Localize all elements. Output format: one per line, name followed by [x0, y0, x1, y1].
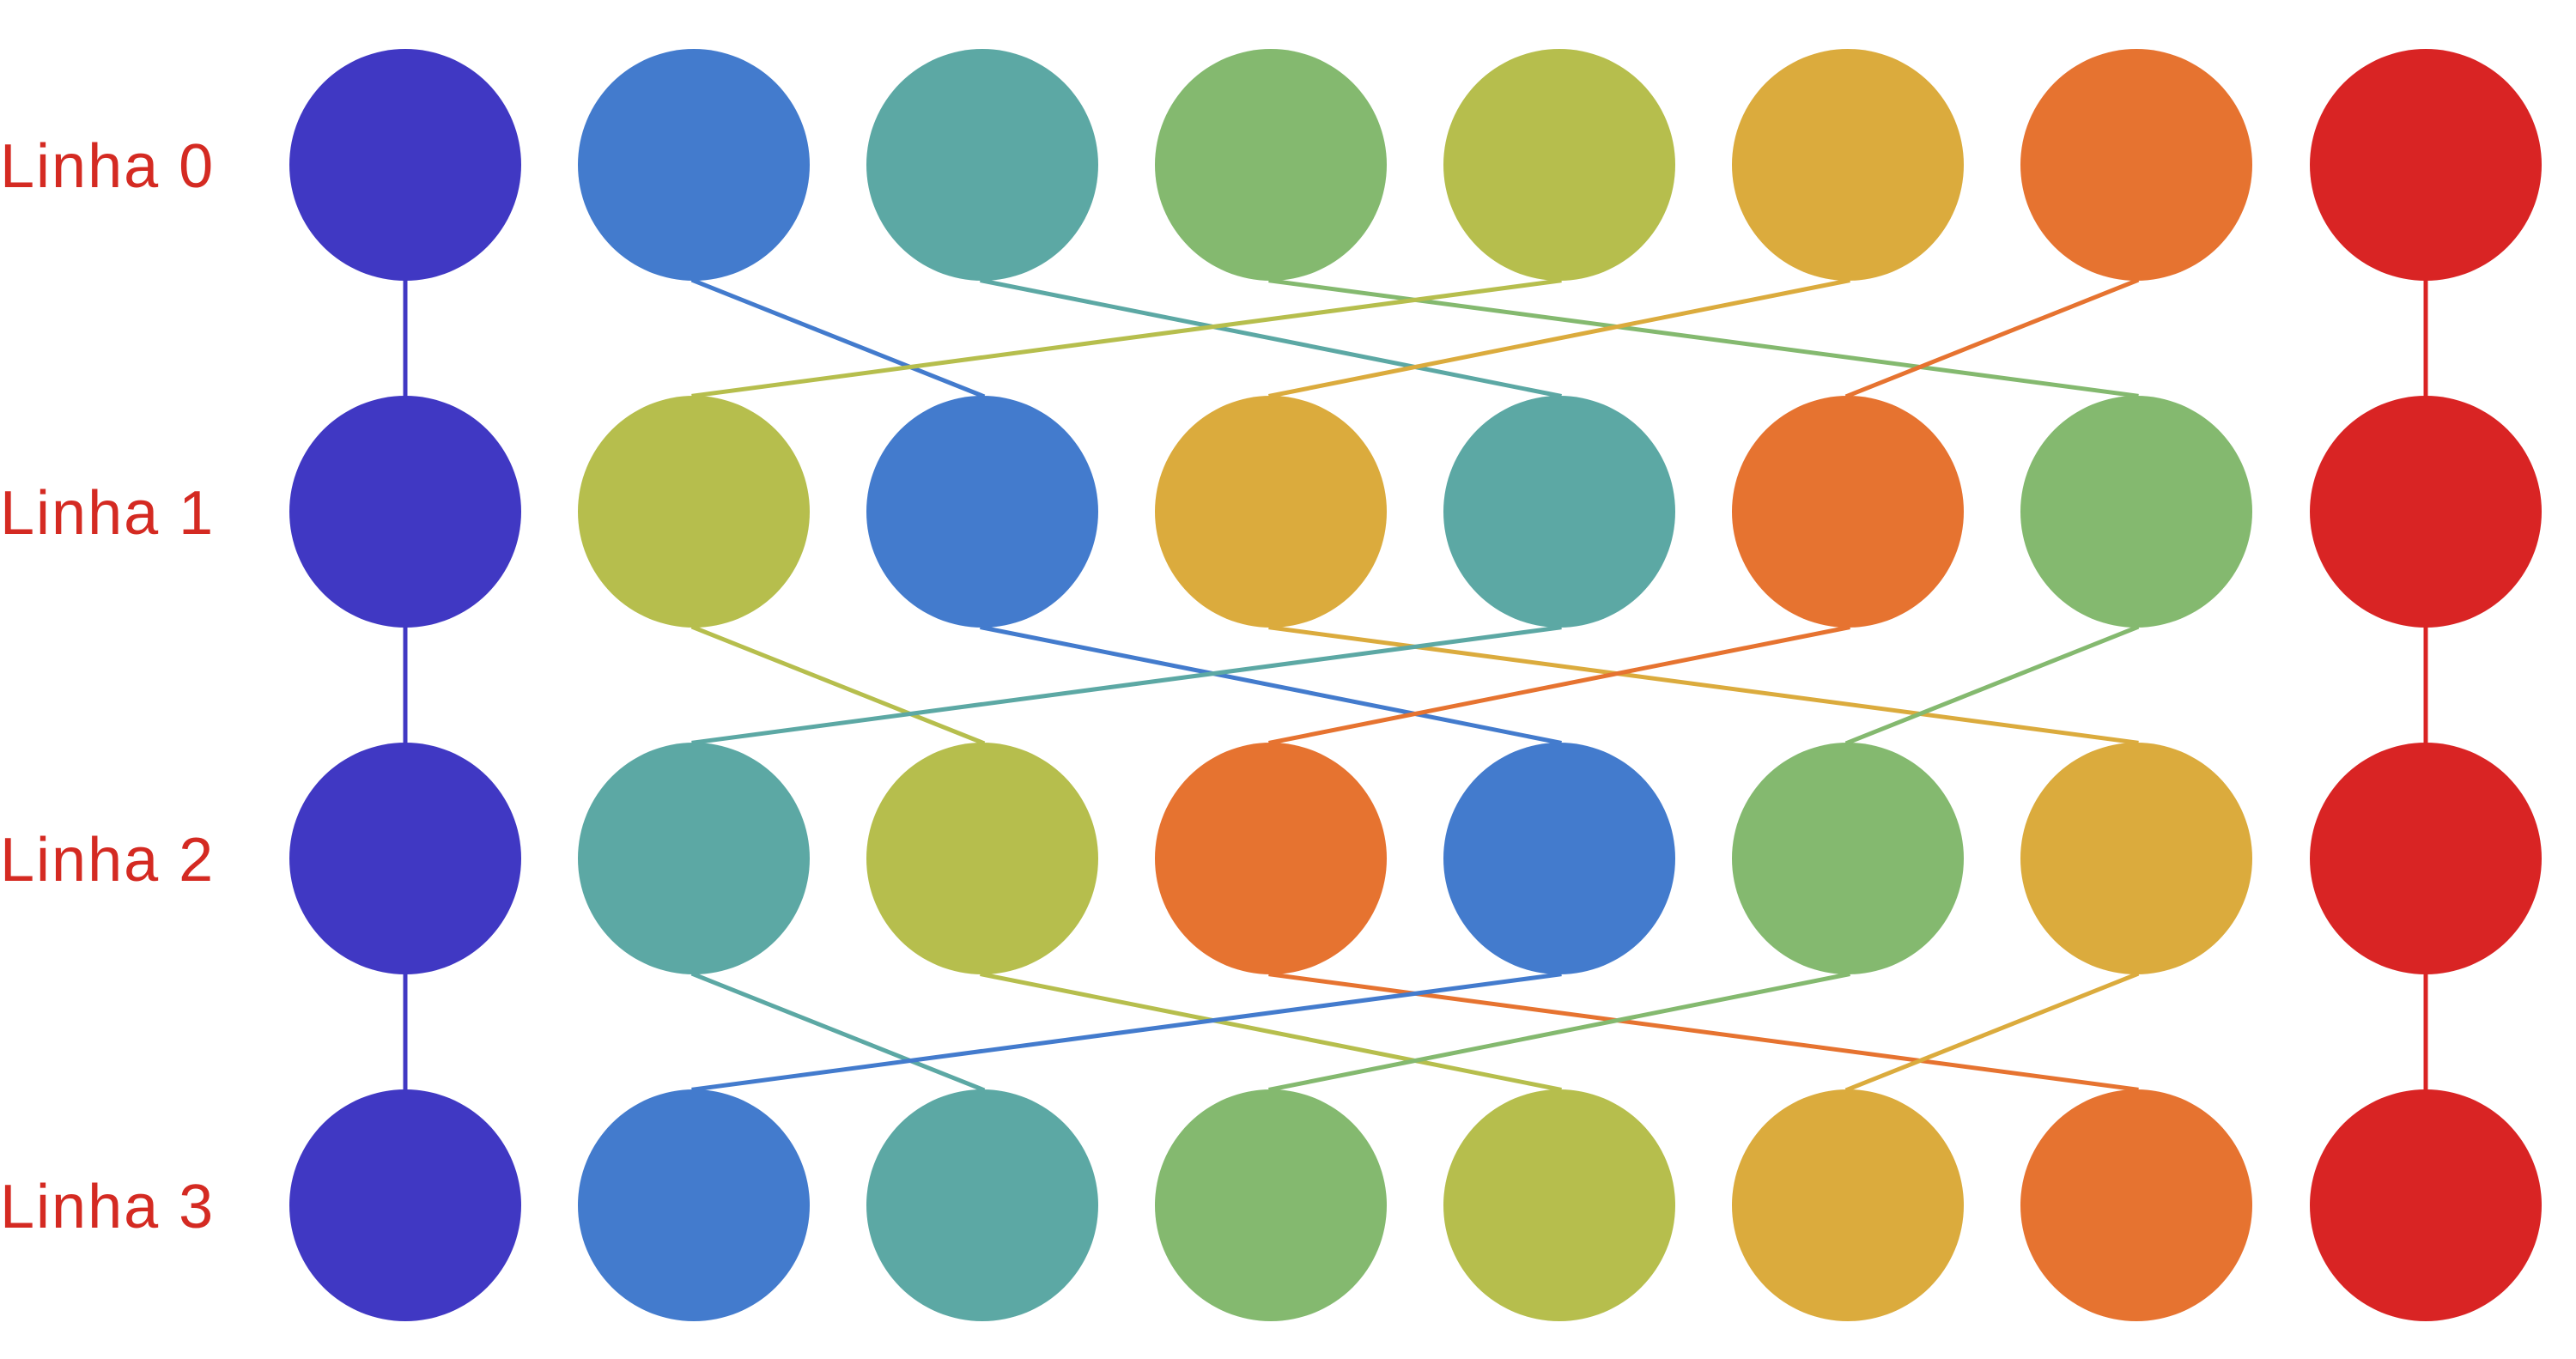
node-orange-row3 [2020, 1089, 2252, 1321]
node-indigo-row3 [289, 1089, 521, 1321]
row-label-0: Linha 0 [0, 132, 215, 201]
node-indigo-row1 [289, 396, 521, 628]
node-lime-row2 [866, 743, 1098, 974]
node-blue-row3 [578, 1089, 810, 1321]
connector-teal-row1-to-row2 [691, 625, 1562, 745]
node-amber-row2 [2020, 743, 2252, 974]
node-orange-row1 [1732, 396, 1964, 628]
node-indigo-row2 [289, 743, 521, 974]
node-blue-row1 [866, 396, 1098, 628]
connector-amber-row2-to-row3 [1844, 971, 2140, 1093]
node-green-row1 [2020, 396, 2252, 628]
connector-blue-row1-to-row2 [980, 625, 1562, 745]
node-blue-row0 [578, 49, 810, 281]
node-green-row2 [1732, 743, 1964, 974]
connector-lime-row0-to-row1 [691, 278, 1562, 398]
node-lime-row3 [1443, 1089, 1675, 1321]
node-orange-row2 [1155, 743, 1387, 974]
node-indigo-row0 [289, 49, 521, 281]
connector-blue-row2-to-row3 [691, 972, 1562, 1092]
node-amber-row1 [1155, 396, 1387, 628]
connector-orange-row0-to-row1 [1844, 277, 2140, 399]
connector-orange-row2-to-row3 [1268, 972, 2139, 1092]
node-teal-row3 [866, 1089, 1098, 1321]
connector-amber-row0-to-row1 [1268, 278, 1850, 398]
row-labels: Linha 0 Linha 1 Linha 2 Linha 3 [0, 132, 215, 1241]
node-red-row0 [2310, 49, 2542, 281]
node-lime-row1 [578, 396, 810, 628]
node-red-row3 [2310, 1089, 2542, 1321]
connector-orange-row1-to-row2 [1268, 625, 1850, 745]
node-orange-row0 [2020, 49, 2252, 281]
node-green-row0 [1155, 49, 1387, 281]
node-teal-row1 [1443, 396, 1675, 628]
connector-green-row2-to-row3 [1268, 972, 1850, 1092]
node-amber-row3 [1732, 1089, 1964, 1321]
node-red-row1 [2310, 396, 2542, 628]
connector-green-row0-to-row1 [1268, 278, 2139, 398]
connector-blue-row0-to-row1 [690, 277, 986, 399]
nodes [289, 49, 2542, 1321]
connector-amber-row1-to-row2 [1268, 625, 2139, 745]
connector-lime-row2-to-row3 [980, 972, 1562, 1092]
connector-teal-row2-to-row3 [690, 971, 986, 1093]
connectors [403, 277, 2428, 1093]
node-green-row3 [1155, 1089, 1387, 1321]
node-red-row2 [2310, 743, 2542, 974]
row-label-2: Linha 2 [0, 826, 215, 895]
node-amber-row0 [1732, 49, 1964, 281]
connector-teal-row0-to-row1 [980, 278, 1562, 398]
node-lime-row0 [1443, 49, 1675, 281]
node-teal-row2 [578, 743, 810, 974]
node-teal-row0 [866, 49, 1098, 281]
connector-green-row1-to-row2 [1844, 624, 2140, 746]
row-label-3: Linha 3 [0, 1173, 215, 1241]
connector-lime-row1-to-row2 [690, 624, 986, 746]
row-label-1: Linha 1 [0, 479, 215, 548]
node-blue-row2 [1443, 743, 1675, 974]
